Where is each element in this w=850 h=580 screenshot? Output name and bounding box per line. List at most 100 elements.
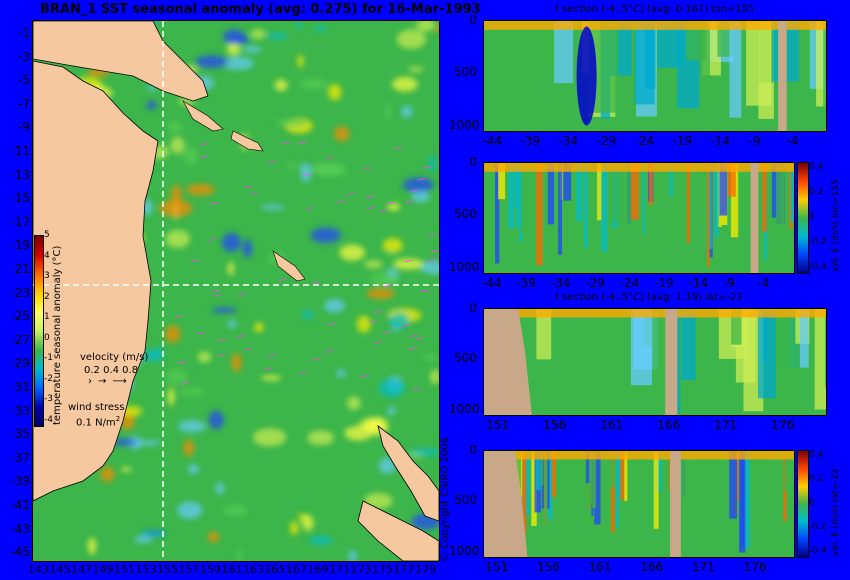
vel-e-section-lon-x-tick: -29 (585, 276, 605, 290)
t-section-lat-x-tick: 176 (771, 418, 795, 432)
anomaly-blob (260, 204, 285, 210)
map-x-tick: 159 (200, 563, 221, 576)
wind-arrow (373, 340, 383, 344)
anomaly-blob (429, 369, 439, 385)
sst-map-panel (32, 20, 440, 562)
wind-arrow (423, 165, 432, 169)
map-x-tick: 143 (28, 563, 49, 576)
section-stripe (547, 451, 553, 520)
section-stripe (547, 163, 555, 225)
land-mask (750, 163, 759, 273)
vel-e-section-lat-y-tick: 0 (469, 443, 477, 457)
surface-layer (484, 21, 826, 30)
section-stripe (681, 309, 696, 381)
anomaly-blob (100, 466, 115, 482)
section-stripe (594, 451, 601, 525)
anomaly-blob (378, 457, 396, 475)
map-x-tick: 153 (135, 563, 157, 576)
map-y-tick: -11 (10, 144, 30, 158)
anomaly-blob (223, 504, 248, 517)
section-stripe (558, 163, 562, 255)
section-stripe (686, 21, 707, 61)
section-stripe (520, 163, 525, 234)
t-section-lat-panel (483, 308, 827, 416)
anomaly-blob (295, 21, 303, 29)
vel-e-section-lat-x-tick: 151 (485, 560, 509, 574)
map-colorbar-tick: 4 (44, 250, 50, 261)
wind-arrow (346, 192, 355, 196)
wind-arrow (405, 200, 414, 204)
land-mask (484, 451, 528, 557)
map-y-tick: -9 (18, 120, 30, 135)
section-stripe (540, 451, 544, 486)
wind-arrow (208, 238, 217, 242)
vel-e-section-lon-x-tick: -24 (619, 276, 640, 290)
wind-arrow (366, 195, 375, 199)
anomaly-blob (265, 33, 289, 40)
map-x-tick: 161 (221, 563, 243, 576)
anomaly-blob (254, 322, 264, 333)
vel-e-section-lon-x-tick: -44 (481, 276, 502, 290)
anomaly-blob (409, 448, 439, 457)
map-colorbar-tick: -3 (44, 394, 53, 404)
section-stripe (744, 451, 750, 549)
anomaly-blob (231, 353, 242, 372)
t-section-lat-y-tick: 500 (454, 351, 477, 366)
wind-arrow (190, 259, 199, 263)
t-section-lon-y-tick: 500 (454, 65, 477, 80)
vel-e-section-lat-colorbar-tick: -0.4 (809, 546, 827, 557)
vel-e-section-lon-y-tick: 1000 (449, 259, 480, 274)
section-stripe (729, 451, 737, 519)
section-stripe (760, 451, 764, 533)
anomaly-blob (250, 29, 266, 39)
section-stripe (762, 163, 767, 232)
velocity-label: velocity (m/s) (80, 352, 149, 363)
section-stripe (737, 163, 745, 268)
section-stripe (823, 21, 826, 114)
wind-label: wind stress (68, 402, 125, 413)
map-x-tick: 149 (92, 563, 114, 576)
section-stripe (631, 163, 639, 220)
map-colorbar-tick: 2 (44, 291, 50, 302)
section-stripe (617, 451, 621, 498)
anomaly-blob (385, 250, 394, 256)
t-section-lon-x-tick: -39 (520, 134, 541, 148)
wind-arrow (196, 331, 205, 335)
map-y-tick: -21 (10, 262, 30, 276)
section-stripe (564, 451, 567, 549)
anomaly-blob (420, 260, 439, 275)
anomaly-blob (140, 349, 162, 362)
wind-arrow (306, 206, 315, 210)
section-stripe (576, 163, 582, 221)
vel-e-section-lon-colorbar-tick: 0.2 (809, 187, 824, 197)
map-x-tick: 151 (114, 563, 135, 576)
vel-e-section-lat-colorbar (797, 450, 809, 558)
section-stripe (554, 21, 574, 84)
vel-e-section-lat-x-tick: 166 (640, 560, 664, 574)
wind-arrow (200, 142, 209, 146)
section-stripe (508, 163, 515, 229)
anomaly-blob (403, 177, 434, 193)
wind-arrow (336, 200, 345, 204)
anomaly-blob (170, 137, 185, 154)
map-y-tick: -43 (10, 521, 30, 536)
wind-arrow (409, 334, 418, 338)
map-x-tick: 163 (243, 563, 264, 576)
anomaly-blob (396, 29, 426, 49)
map-x-tick: 155 (157, 563, 178, 576)
section-stripe (584, 163, 588, 249)
anomaly-blob (242, 239, 253, 258)
t-section-lat-x-tick: 166 (657, 418, 681, 432)
vel-e-section-lon-x-tick: -19 (654, 276, 674, 290)
section-stripe (707, 163, 710, 268)
wind-arrow (373, 310, 383, 314)
t-section-lat-y-tick: 1000 (449, 401, 480, 416)
section-stripe (729, 21, 742, 118)
anomaly-blob (391, 76, 418, 92)
section-stripe (758, 309, 777, 399)
anomaly-blob (387, 405, 395, 416)
vel-e-section-lon-colorbar-tick: 0.4 (809, 162, 824, 172)
map-x-tick: 147 (71, 563, 92, 576)
anomaly-blob (177, 501, 203, 520)
wind-arrow (216, 353, 226, 357)
